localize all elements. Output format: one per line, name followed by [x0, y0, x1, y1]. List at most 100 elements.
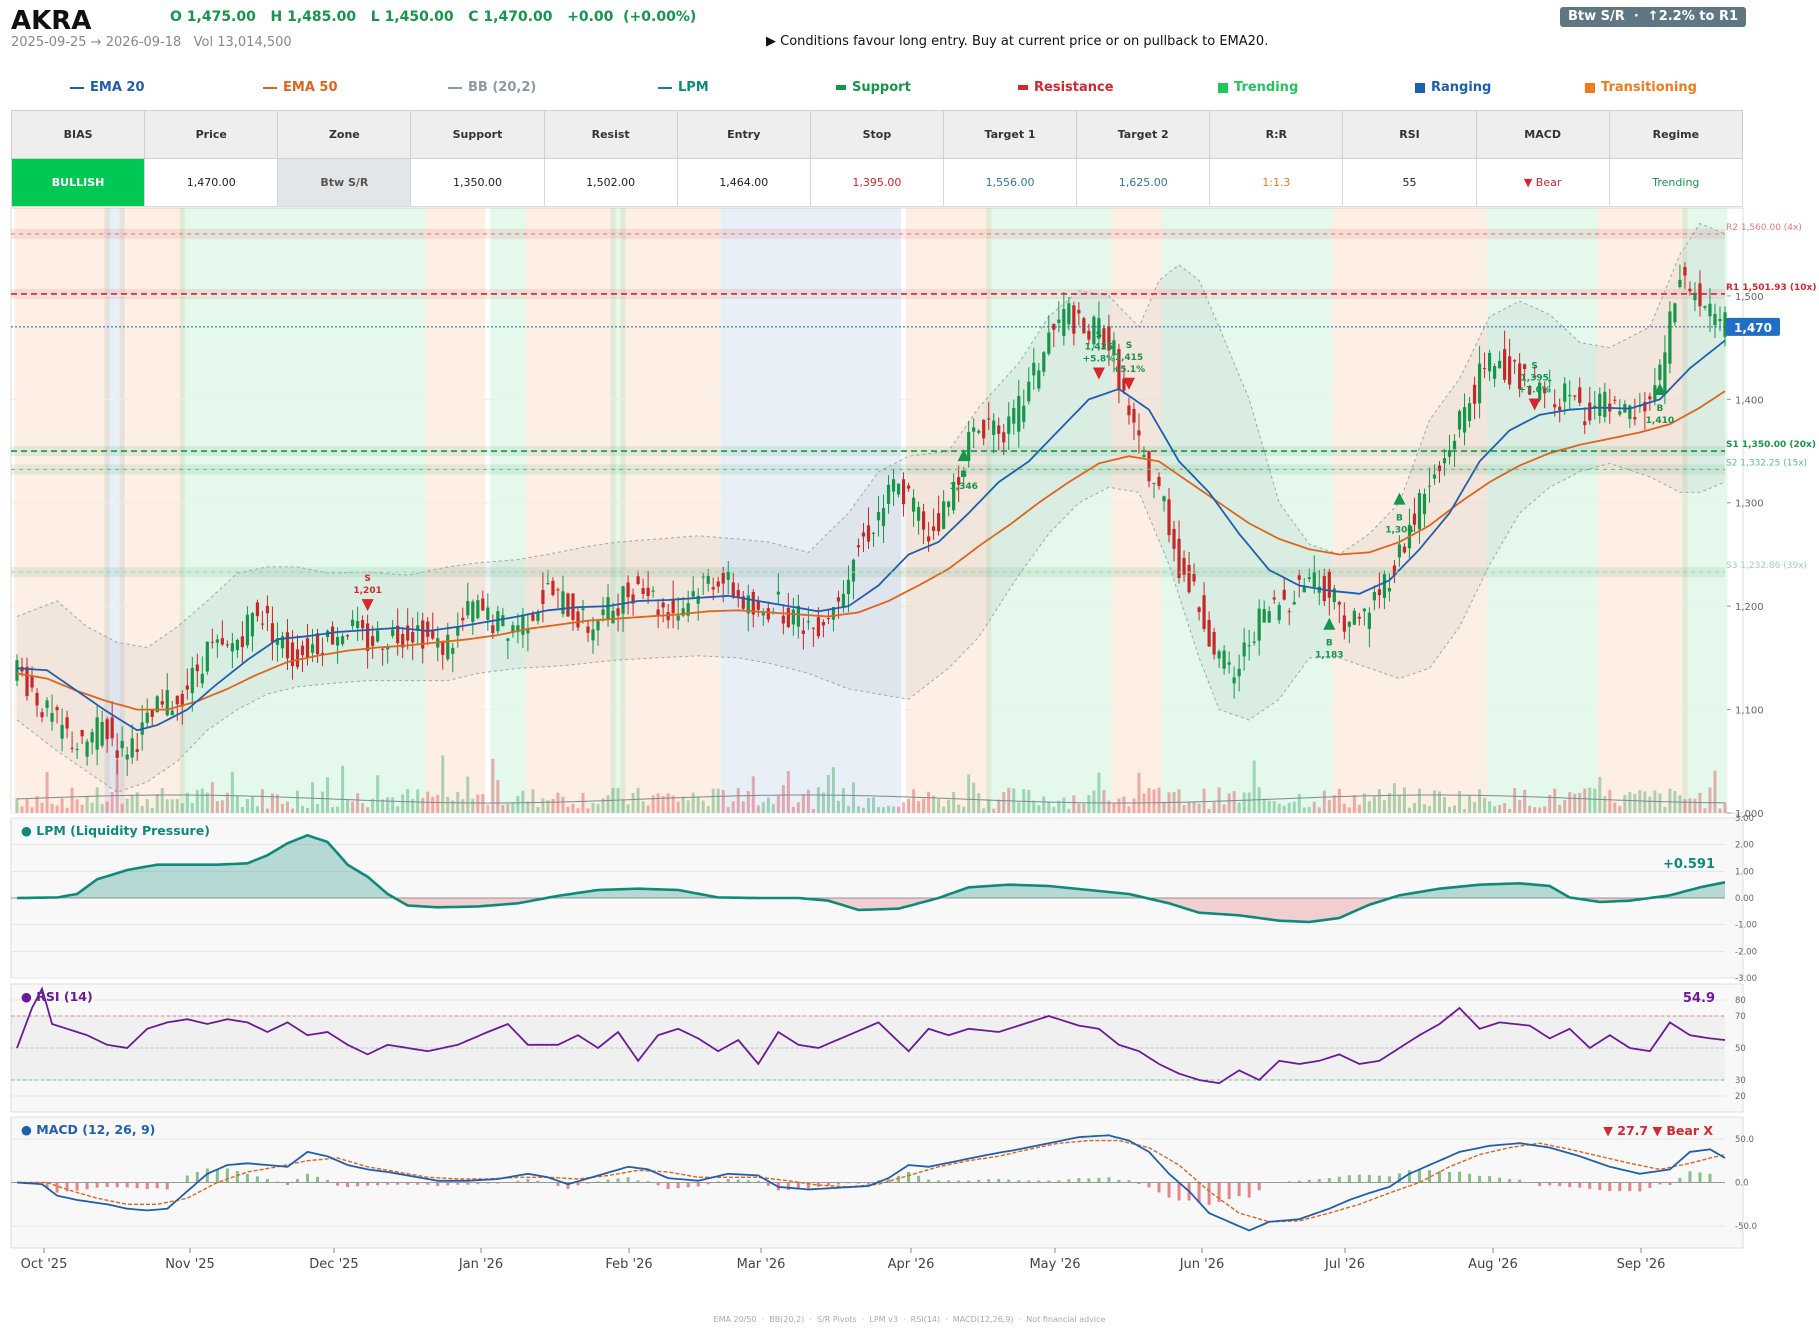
macd-histogram-bar	[1548, 1182, 1552, 1186]
macd-histogram-bar	[1147, 1182, 1151, 1188]
macd-histogram-bar	[1317, 1179, 1321, 1183]
candle-body	[1067, 303, 1071, 325]
candle-body	[1137, 430, 1141, 436]
panel-axis-label: -3.00	[1735, 974, 1757, 984]
candle-body	[791, 609, 795, 625]
last-price-tag	[1726, 317, 1780, 336]
candle-body	[1242, 642, 1246, 657]
candle-body	[671, 598, 675, 614]
volume-bar	[406, 789, 410, 813]
macd-value: ▼ 27.7 ▼ Bear X	[1603, 1123, 1713, 1138]
legend-swatch-icon	[1018, 85, 1028, 90]
candle-body	[295, 649, 300, 667]
macd-histogram-bar	[55, 1182, 59, 1193]
candle-body	[1553, 404, 1557, 408]
macd-histogram-bar	[1217, 1182, 1221, 1202]
candle-body	[1112, 340, 1116, 356]
candle-body	[175, 695, 179, 705]
volume-bar	[516, 795, 520, 813]
volume-bar	[100, 803, 104, 813]
macd-histogram-bar	[1468, 1173, 1472, 1183]
candle-body	[481, 598, 485, 611]
candle-body	[1467, 403, 1472, 421]
volume-bar	[641, 801, 645, 813]
candle-body	[696, 595, 700, 604]
candle-body	[1663, 352, 1667, 393]
x-axis-label: Mar '26	[737, 1257, 786, 1272]
volume-bar	[1563, 799, 1567, 813]
stats-header-cell: Entry	[676, 110, 811, 159]
volume-bar	[721, 789, 725, 813]
signal-label: +7.0%	[1518, 385, 1551, 395]
candle-body	[861, 532, 866, 537]
volume-bar	[841, 788, 845, 813]
volume-bar	[1513, 788, 1517, 813]
macd-histogram-bar	[1007, 1179, 1011, 1183]
volume-bar	[1307, 806, 1311, 813]
candle-body	[426, 621, 430, 637]
candle-body	[15, 660, 19, 681]
volume-bar	[1427, 806, 1431, 813]
macd-signal-line	[17, 1139, 1726, 1223]
macd-histogram-bar	[65, 1182, 69, 1192]
volume-bar	[1703, 808, 1707, 813]
stats-header-cell: Target 1	[942, 110, 1078, 159]
candle-body	[1397, 544, 1402, 558]
candle-body	[1402, 546, 1407, 553]
candle-body	[1503, 349, 1507, 380]
sell-signal-icon	[1528, 398, 1541, 411]
volume-bar	[846, 805, 850, 813]
volume-bar	[756, 805, 760, 813]
legend-label: Ranging	[1431, 80, 1492, 95]
candle-body	[1127, 405, 1131, 416]
candle-body	[992, 420, 996, 435]
regime-band	[1111, 208, 1162, 813]
signal-label: S	[1531, 361, 1537, 371]
sr-level-label: R1 1,501.93 (10x)	[1726, 283, 1816, 293]
volume-bar	[441, 755, 445, 813]
volume-bar	[140, 806, 144, 813]
volume-bar	[877, 807, 881, 813]
candle-body	[260, 623, 265, 625]
candle-body	[1618, 411, 1622, 415]
macd-histogram-bar	[1407, 1170, 1411, 1183]
candle-body	[371, 636, 375, 646]
macd-histogram-bar	[1137, 1182, 1141, 1185]
candle-body	[1723, 312, 1727, 337]
candle-body	[411, 631, 415, 643]
x-axis-label: Apr '26	[888, 1257, 935, 1272]
macd-histogram-bar	[1227, 1182, 1231, 1200]
candle-body	[947, 501, 951, 508]
macd-histogram-bar	[977, 1179, 981, 1183]
volume-bar	[1432, 790, 1436, 813]
candle-body	[30, 676, 34, 688]
volume-bar	[1297, 793, 1301, 813]
volume-bar	[776, 794, 780, 813]
stats-header-cell: Support	[410, 110, 545, 159]
last-price-label: 1,470	[1734, 321, 1772, 335]
volume-bar	[1618, 805, 1622, 813]
candle-body	[1047, 332, 1051, 354]
volume-bar	[1573, 793, 1577, 813]
volume-bar	[1633, 793, 1637, 813]
regime-band	[620, 208, 721, 813]
candle-body	[1107, 326, 1111, 351]
candle-body	[1352, 610, 1356, 625]
candle-body	[891, 479, 896, 492]
macd-histogram-bar	[536, 1180, 540, 1183]
macd-histogram-bar	[636, 1180, 640, 1183]
legend-label: BB (20,2)	[468, 80, 537, 95]
macd-histogram-bar	[826, 1182, 830, 1186]
volume-bar	[636, 787, 640, 813]
legend-item: BB (20,2)	[448, 80, 536, 95]
volume-bar	[501, 804, 505, 813]
signal-label: 1,410	[1646, 416, 1674, 426]
volume-bar	[686, 800, 690, 813]
volume-bar	[1623, 794, 1627, 813]
candle-body	[876, 512, 881, 521]
sr-level-label: S1 1,350.00 (20x)	[1726, 440, 1816, 450]
candle-body	[1022, 405, 1026, 422]
candle-body	[1122, 378, 1126, 391]
candle-body	[200, 673, 204, 684]
price-axis-label: 1,500	[1735, 292, 1764, 303]
